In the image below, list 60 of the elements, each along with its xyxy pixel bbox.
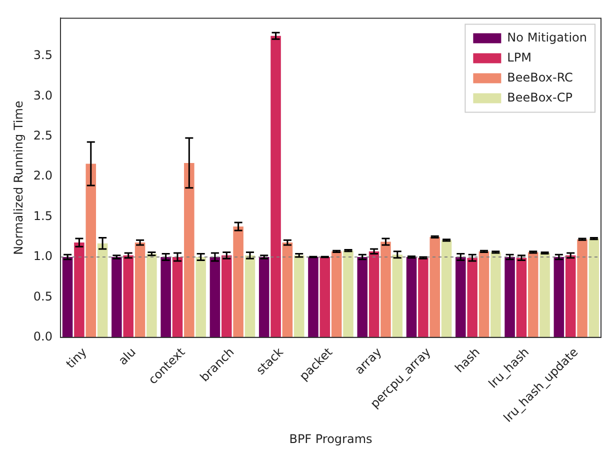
bar <box>196 257 206 338</box>
x-tick-label: tiny <box>63 344 90 371</box>
y-tick-label: 3.0 <box>33 88 52 102</box>
y-axis-title: Normalized Running Time <box>11 100 26 255</box>
bar <box>233 226 244 338</box>
bar <box>368 251 380 338</box>
bar <box>258 257 270 338</box>
bar <box>62 257 73 338</box>
bar <box>418 258 428 338</box>
y-tick-label: 1.0 <box>33 249 52 264</box>
bar <box>74 242 84 338</box>
bar <box>112 257 122 338</box>
y-tick-label: 0.0 <box>33 330 52 344</box>
bar <box>357 257 368 338</box>
bar <box>577 239 588 338</box>
bar <box>270 36 281 338</box>
y-tick-label: 2.5 <box>33 128 52 143</box>
legend-label: LPM <box>507 50 532 64</box>
bar <box>244 255 256 338</box>
bar <box>343 250 354 338</box>
bar <box>516 258 527 338</box>
bar <box>123 255 134 338</box>
bar <box>456 257 466 338</box>
bar <box>320 257 330 338</box>
bar <box>478 251 490 338</box>
bar <box>588 238 600 338</box>
bar <box>146 254 157 338</box>
bar <box>565 255 576 338</box>
bar <box>406 257 417 338</box>
bar <box>134 242 146 338</box>
y-tick-label: 2.0 <box>33 168 52 183</box>
bar <box>392 254 403 338</box>
bar <box>380 242 391 338</box>
y-tick-label: 3.5 <box>33 48 52 62</box>
bar <box>554 257 564 338</box>
legend-label: BeeBox-CP <box>507 90 572 104</box>
y-tick-label: 0.5 <box>33 289 52 304</box>
y-tick-label: 1.5 <box>33 208 52 223</box>
bar <box>184 162 194 338</box>
bar <box>282 242 293 338</box>
x-axis-title: BPF Programs <box>289 432 372 446</box>
bar <box>331 251 342 338</box>
bar <box>504 257 515 338</box>
bar <box>490 252 501 338</box>
x-tick-label: alu <box>116 344 139 368</box>
bar <box>221 255 232 338</box>
bar <box>172 257 183 338</box>
bar <box>467 258 478 338</box>
bar <box>210 257 220 338</box>
bar <box>308 257 318 338</box>
legend-label: No Mitigation <box>507 30 588 44</box>
bar <box>528 252 538 338</box>
bar <box>97 243 108 338</box>
bar <box>294 255 304 338</box>
bar <box>430 236 440 338</box>
bar <box>86 164 96 338</box>
bar <box>160 257 171 338</box>
bar <box>540 253 550 338</box>
legend-label: BeeBox-RC <box>507 70 573 84</box>
bar <box>441 240 452 338</box>
